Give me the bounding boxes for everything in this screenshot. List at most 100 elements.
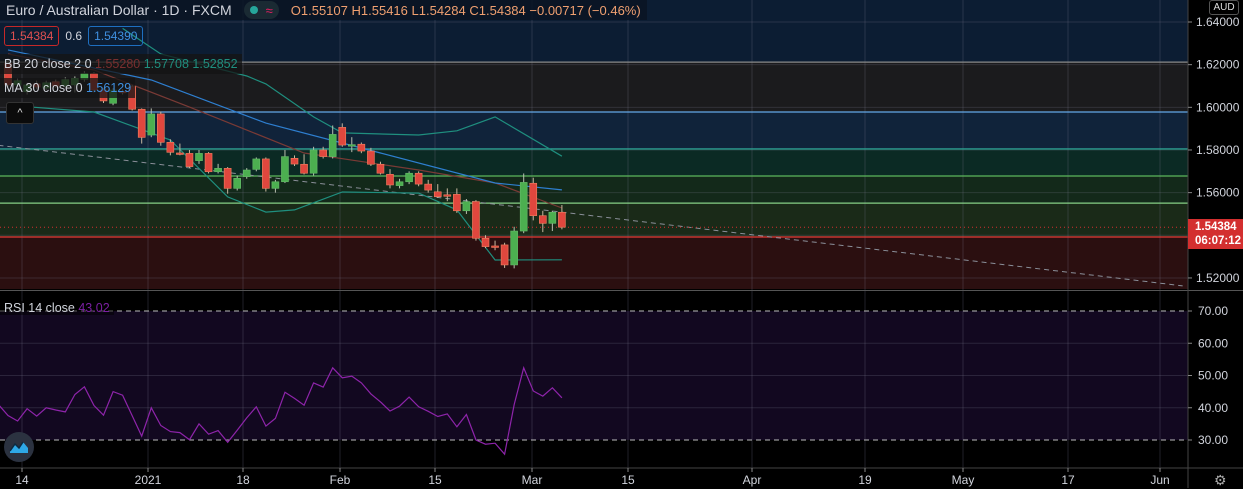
candle-body <box>338 127 347 146</box>
candle-body <box>328 134 337 157</box>
candle-body <box>176 152 184 155</box>
candle-body <box>424 183 433 191</box>
candle-body <box>319 149 327 157</box>
status-pill[interactable]: ≈ <box>243 1 279 19</box>
candle-body <box>386 173 394 186</box>
open-value: O1.55107 <box>290 2 348 18</box>
rsi-axis-label: 70.00 <box>1198 304 1228 318</box>
trade-buttons: 1.54384 0.6 1.54390 <box>4 26 144 46</box>
high-value: H1.55416 <box>351 2 408 18</box>
candle-body <box>367 150 375 165</box>
candle <box>510 226 518 269</box>
candle <box>166 139 175 156</box>
time-axis-label: Jun <box>1150 473 1169 487</box>
candle-body <box>395 181 404 186</box>
candle-body <box>271 181 280 189</box>
candle <box>271 179 280 193</box>
candle-body <box>405 172 413 183</box>
candle <box>137 108 146 144</box>
candle-body <box>347 144 356 147</box>
candle-body <box>262 158 270 189</box>
candle <box>376 161 385 175</box>
collapse-legend-button[interactable]: ^ <box>6 102 34 124</box>
candle <box>395 178 404 189</box>
bb-legend[interactable]: BB 20 close 2 0 1.55280 1.57708 1.52852 <box>0 54 242 74</box>
candle-body <box>300 163 308 174</box>
bb-lower-value: 1.52852 <box>192 57 238 71</box>
price-axis-label: 1.64000 <box>1196 15 1240 29</box>
time-axis-label: 14 <box>15 473 29 487</box>
price-axis-label: 1.62000 <box>1196 58 1240 72</box>
candle-body <box>414 172 423 185</box>
bb-label: BB 20 close 2 0 <box>4 57 92 71</box>
candle <box>472 200 480 241</box>
bar-countdown: 06:07:12 <box>1195 235 1242 247</box>
candle-body <box>137 108 146 138</box>
candle-body <box>357 143 366 152</box>
candle <box>300 154 308 175</box>
candle <box>242 168 251 179</box>
candle <box>309 146 318 176</box>
buy-button[interactable]: 1.54390 <box>88 26 144 46</box>
candle <box>414 171 423 187</box>
grid-lines <box>0 0 1188 468</box>
candle <box>386 169 394 189</box>
currency-label[interactable]: AUD <box>1209 0 1239 15</box>
bb-basis-value: 1.55280 <box>95 57 141 71</box>
time-axis-label: 15 <box>428 473 442 487</box>
chevron-up-icon: ^ <box>17 107 23 119</box>
rsi-label: RSI 14 close <box>4 301 75 315</box>
candle <box>433 184 442 198</box>
candle <box>519 173 528 234</box>
change-value: −0.00717 (−0.46%) <box>529 2 641 18</box>
candle <box>157 111 165 146</box>
rsi-legend[interactable]: RSI 14 close 43.02 <box>0 301 114 315</box>
ma-legend[interactable]: MA 30 close 0 1.56129 <box>0 78 136 98</box>
time-axis-label: 15 <box>621 473 635 487</box>
fib-zone <box>0 176 1188 204</box>
candle-body <box>500 244 509 266</box>
time-axis-label: 19 <box>858 473 872 487</box>
trendline <box>0 144 1183 287</box>
tradingview-logo[interactable] <box>4 432 34 462</box>
candle <box>443 188 452 202</box>
candle-body <box>453 194 461 212</box>
candle-body <box>529 182 538 216</box>
candle <box>453 188 461 213</box>
rsi-axis-label: 30.00 <box>1198 433 1228 447</box>
time-axis-label: May <box>952 473 975 487</box>
candle <box>290 155 299 166</box>
candle-body <box>491 245 499 248</box>
rsi-value: 43.02 <box>78 301 110 315</box>
candle-body <box>204 153 213 173</box>
candle <box>262 157 270 192</box>
time-axis-label: 18 <box>236 473 250 487</box>
fib-zones <box>0 0 1188 289</box>
candle-body <box>157 113 165 143</box>
candle <box>558 205 566 230</box>
candle-body <box>166 142 175 153</box>
last-price-label: 1.54384 06:07:12 <box>1188 219 1243 249</box>
candle <box>367 147 375 166</box>
rsi-plot <box>0 310 1188 456</box>
candle-body <box>290 157 299 165</box>
time-axis-label: Mar <box>522 473 543 487</box>
ma30-line <box>7 49 562 191</box>
candle <box>204 152 213 174</box>
symbol-title[interactable]: Euro / Australian Dollar · 1D · FXCM <box>6 2 232 18</box>
settings-gear-icon[interactable]: ⚙ <box>1214 472 1227 488</box>
indicator-wave-icon: ≈ <box>265 2 273 18</box>
candle <box>491 240 499 251</box>
time-axis-label: 2021 <box>135 473 162 487</box>
logo-icon <box>9 441 28 453</box>
low-value: L1.54284 <box>411 2 466 18</box>
candle-body <box>147 113 156 136</box>
candle-body <box>309 149 318 174</box>
last-price: 1.54384 <box>1195 221 1237 233</box>
time-axis-label: Apr <box>743 473 762 487</box>
sell-button[interactable]: 1.54384 <box>4 26 60 46</box>
symbol-header: Euro / Australian Dollar · 1D · FXCM ≈ O… <box>0 0 647 20</box>
close-value: C1.54384 <box>469 2 526 18</box>
